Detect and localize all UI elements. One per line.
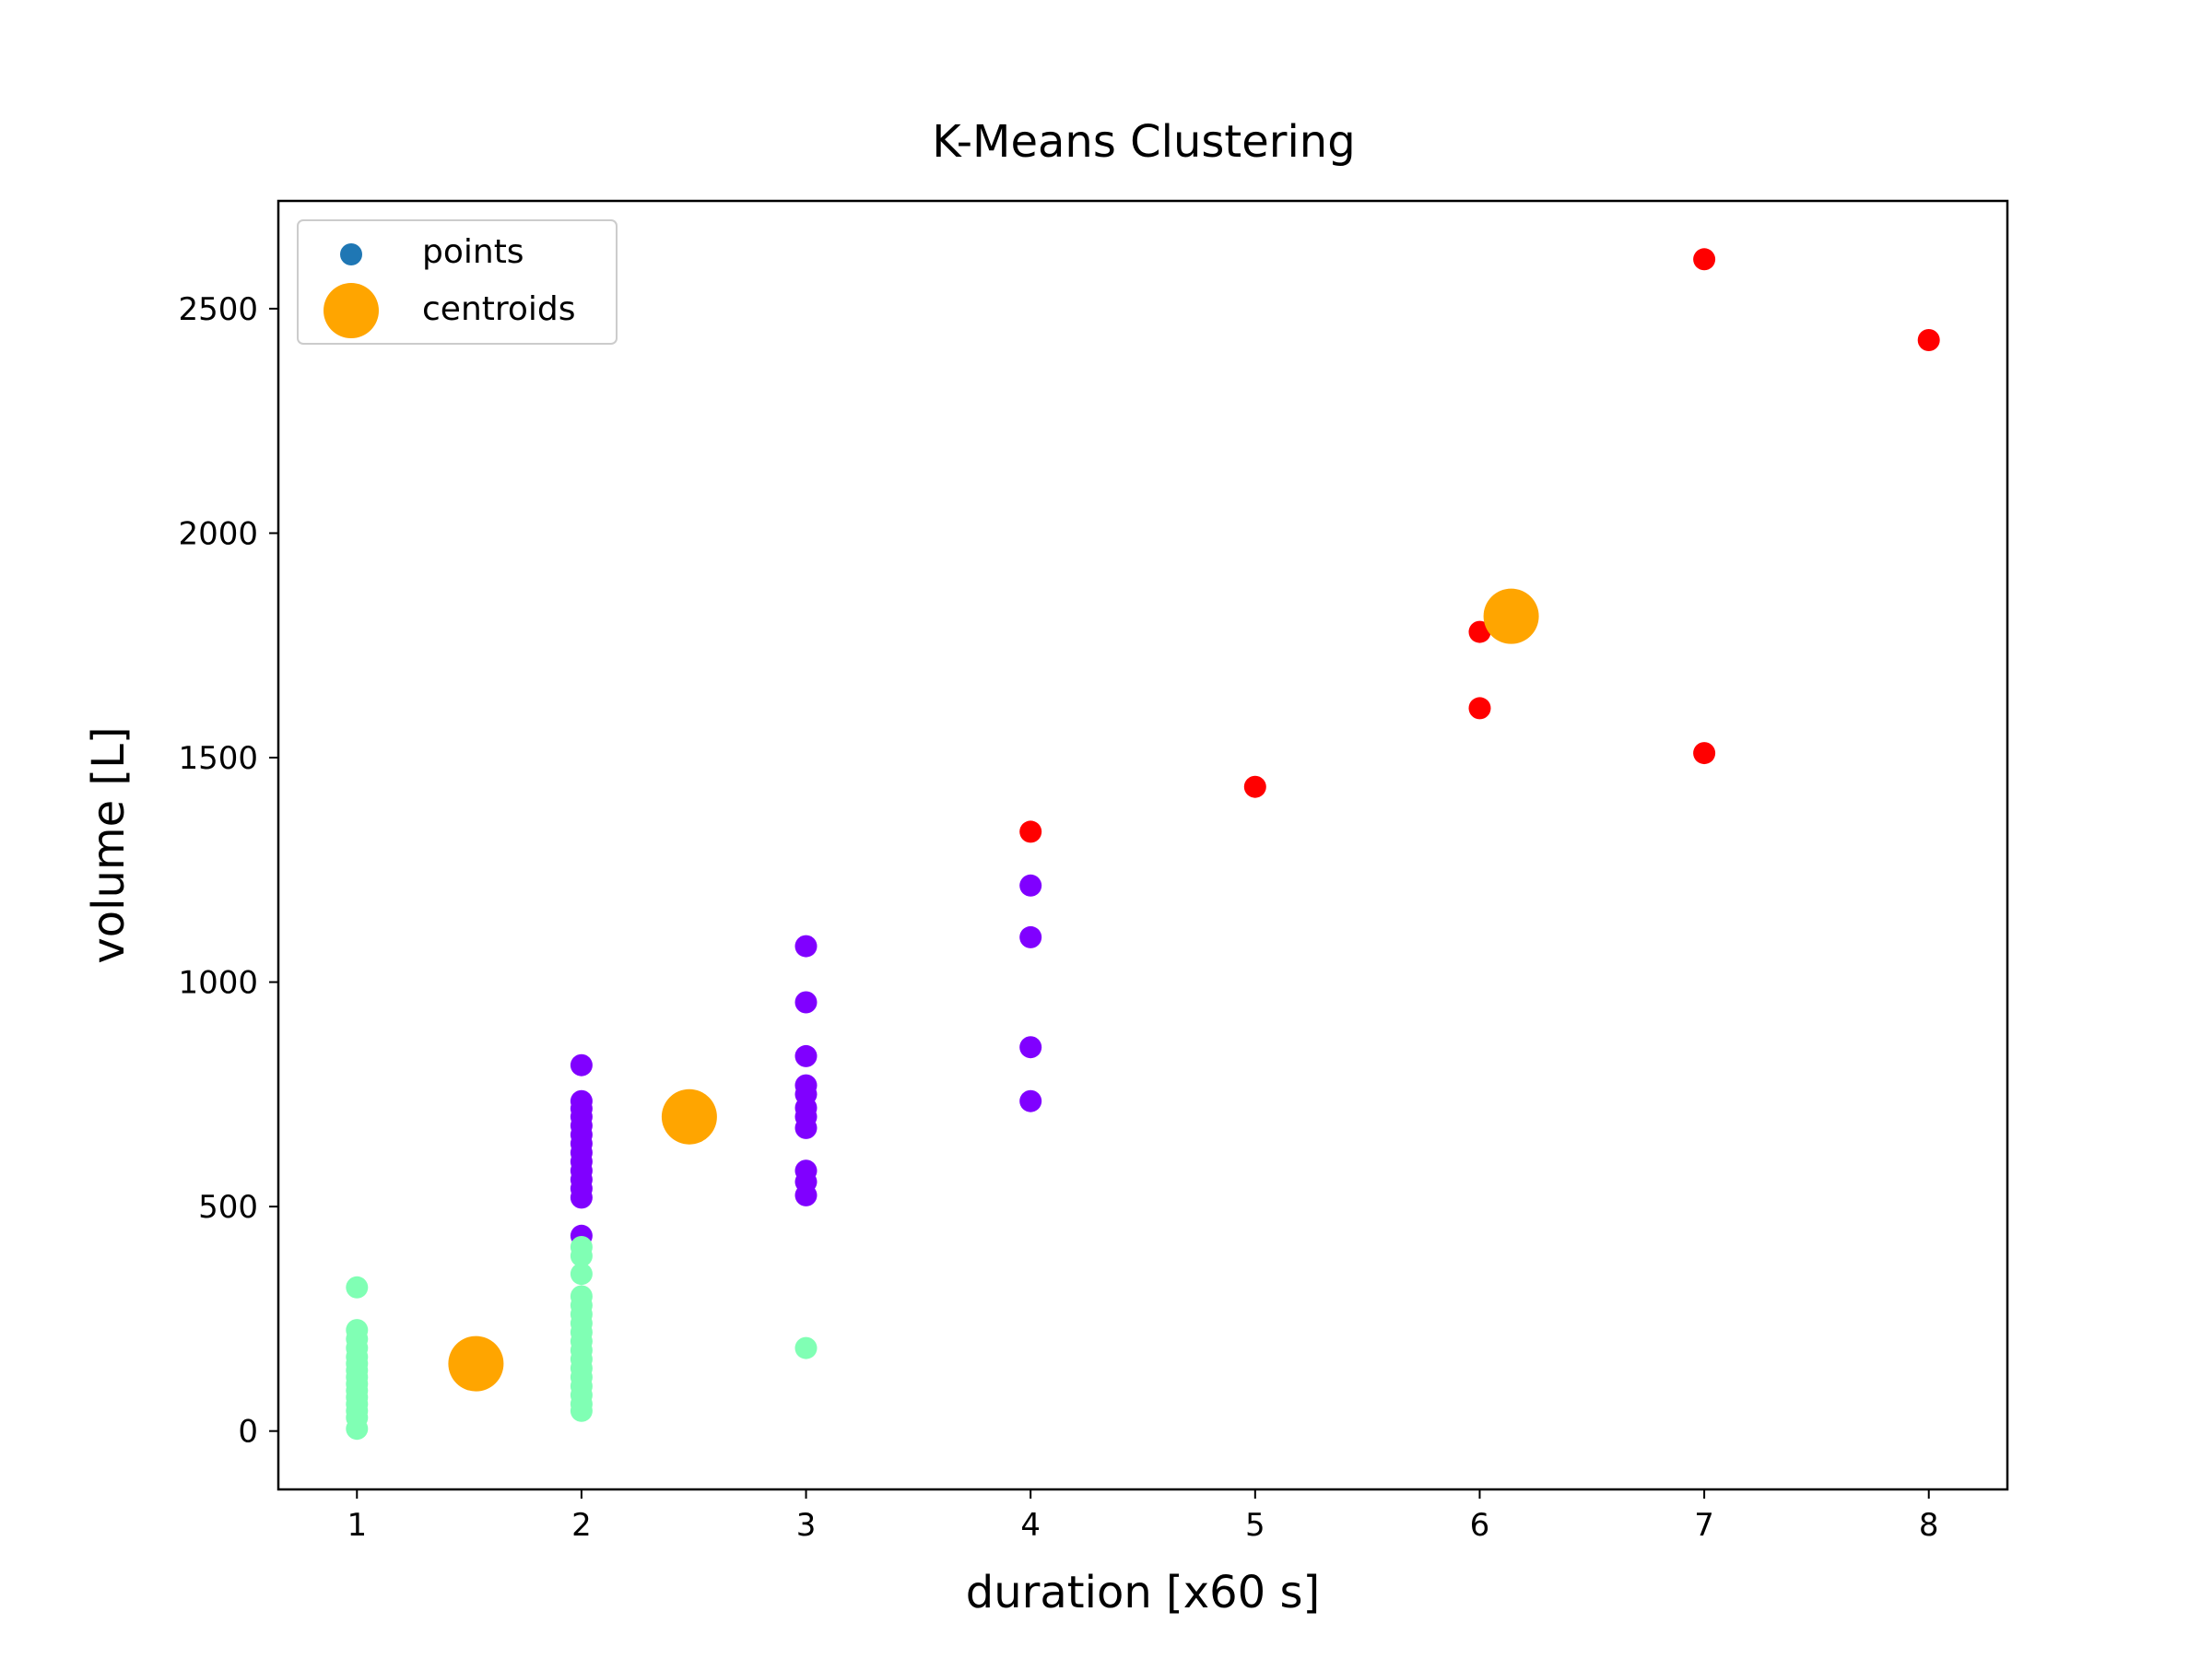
- x-tick-label: 8: [1919, 1507, 1939, 1544]
- data-point-cluster-0: [570, 1053, 593, 1077]
- x-tick-label: 7: [1694, 1507, 1714, 1544]
- data-point-cluster-2: [1693, 248, 1716, 271]
- data-marks: [346, 248, 1940, 1441]
- x-tick-label: 5: [1245, 1507, 1265, 1544]
- data-point-cluster-1: [570, 1263, 593, 1286]
- legend-points-marker: [340, 243, 362, 265]
- data-point-cluster-0: [1019, 1036, 1042, 1059]
- centroid-marker: [448, 1335, 504, 1392]
- x-tick-label: 1: [347, 1507, 367, 1544]
- data-point-cluster-2: [1243, 775, 1266, 798]
- data-point-cluster-0: [794, 935, 818, 958]
- x-axis-label: duration [x60 s]: [966, 1567, 1320, 1618]
- x-tick-label: 3: [796, 1507, 817, 1544]
- data-point-cluster-2: [1468, 697, 1491, 720]
- data-point-cluster-0: [1019, 925, 1042, 948]
- data-point-cluster-1: [570, 1399, 593, 1422]
- data-point-cluster-1: [570, 1244, 593, 1267]
- data-point-cluster-1: [794, 1336, 818, 1359]
- y-tick-label: 0: [238, 1414, 258, 1451]
- y-axis-ticks: 0 500 1000 1500 2000 2500: [178, 291, 278, 1451]
- x-tick-label: 6: [1470, 1507, 1490, 1544]
- data-point-cluster-0: [794, 1044, 818, 1067]
- data-point-cluster-0: [794, 1116, 818, 1139]
- data-point-cluster-0: [794, 1183, 818, 1206]
- legend: points centroids: [297, 219, 618, 345]
- data-point-cluster-2: [1468, 620, 1491, 643]
- data-point-cluster-1: [346, 1276, 369, 1299]
- y-tick-label: 2000: [178, 515, 258, 552]
- x-tick-label: 4: [1020, 1507, 1041, 1544]
- chart-title: K-Means Clustering: [932, 116, 1355, 168]
- x-tick-label: 2: [571, 1507, 592, 1544]
- data-point-cluster-0: [570, 1186, 593, 1209]
- data-point-cluster-2: [1917, 329, 1940, 351]
- data-point-cluster-2: [1693, 742, 1716, 765]
- legend-centroids-marker: [324, 283, 379, 338]
- y-tick-label: 1500: [178, 740, 258, 777]
- data-point-cluster-1: [346, 1418, 369, 1441]
- legend-points-label: points: [422, 233, 524, 271]
- y-tick-label: 2500: [178, 291, 258, 328]
- y-tick-label: 1000: [178, 965, 258, 1002]
- y-axis-label: volume [L]: [83, 726, 135, 963]
- data-point-cluster-0: [1019, 1089, 1042, 1112]
- x-axis-ticks: 1 2 3 4 5 6 7 8: [347, 1489, 1939, 1544]
- legend-centroids-label: centroids: [422, 290, 576, 328]
- data-point-cluster-2: [1019, 820, 1042, 843]
- centroid-marker: [1483, 588, 1539, 644]
- y-tick-label: 500: [198, 1189, 258, 1226]
- centroid-marker: [661, 1088, 717, 1145]
- data-point-cluster-0: [794, 991, 818, 1014]
- plot-area-frame: [276, 199, 2009, 1491]
- data-point-cluster-0: [1019, 874, 1042, 897]
